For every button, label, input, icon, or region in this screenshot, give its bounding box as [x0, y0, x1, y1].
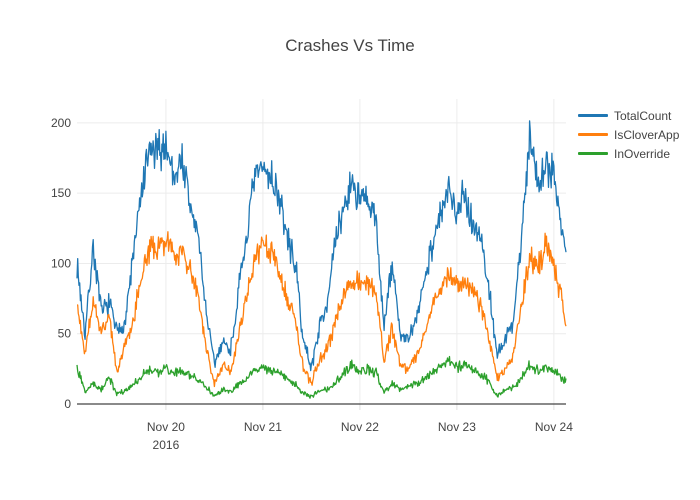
x-tick-label: Nov 20 — [147, 420, 185, 434]
legend-label-iscloverapp: IsCloverApp — [614, 127, 680, 142]
x-tick-sublabel: 2016 — [153, 438, 180, 452]
legend-item-iscloverapp[interactable]: IsCloverApp — [578, 125, 679, 144]
chart-title: Crashes Vs Time — [285, 36, 415, 55]
legend-item-inoverride[interactable]: InOverride — [578, 144, 679, 163]
legend-swatch-iscloverapp — [578, 133, 608, 136]
y-tick-label: 200 — [51, 116, 71, 130]
series-line-inoverride[interactable] — [76, 355, 567, 399]
legend-label-inoverride: InOverride — [614, 146, 671, 161]
legend-swatch-inoverride — [578, 152, 608, 155]
series-line-iscloverapp[interactable] — [77, 231, 567, 388]
legend-swatch-totalcount — [578, 114, 608, 117]
legend: TotalCount IsCloverApp InOverride — [578, 106, 679, 163]
y-tick-label: 0 — [64, 397, 71, 411]
legend-label-totalcount: TotalCount — [614, 108, 672, 123]
x-tick-label: Nov 23 — [438, 420, 476, 434]
y-tick-label: 100 — [51, 256, 71, 270]
y-tick-label: 150 — [51, 186, 71, 200]
x-tick-label: Nov 22 — [341, 420, 379, 434]
legend-item-totalcount[interactable]: TotalCount — [578, 106, 679, 125]
y-tick-label: 50 — [58, 327, 72, 341]
x-tick-label: Nov 24 — [535, 420, 573, 434]
x-tick-label: Nov 21 — [244, 420, 282, 434]
series-line-totalcount[interactable] — [76, 120, 567, 372]
